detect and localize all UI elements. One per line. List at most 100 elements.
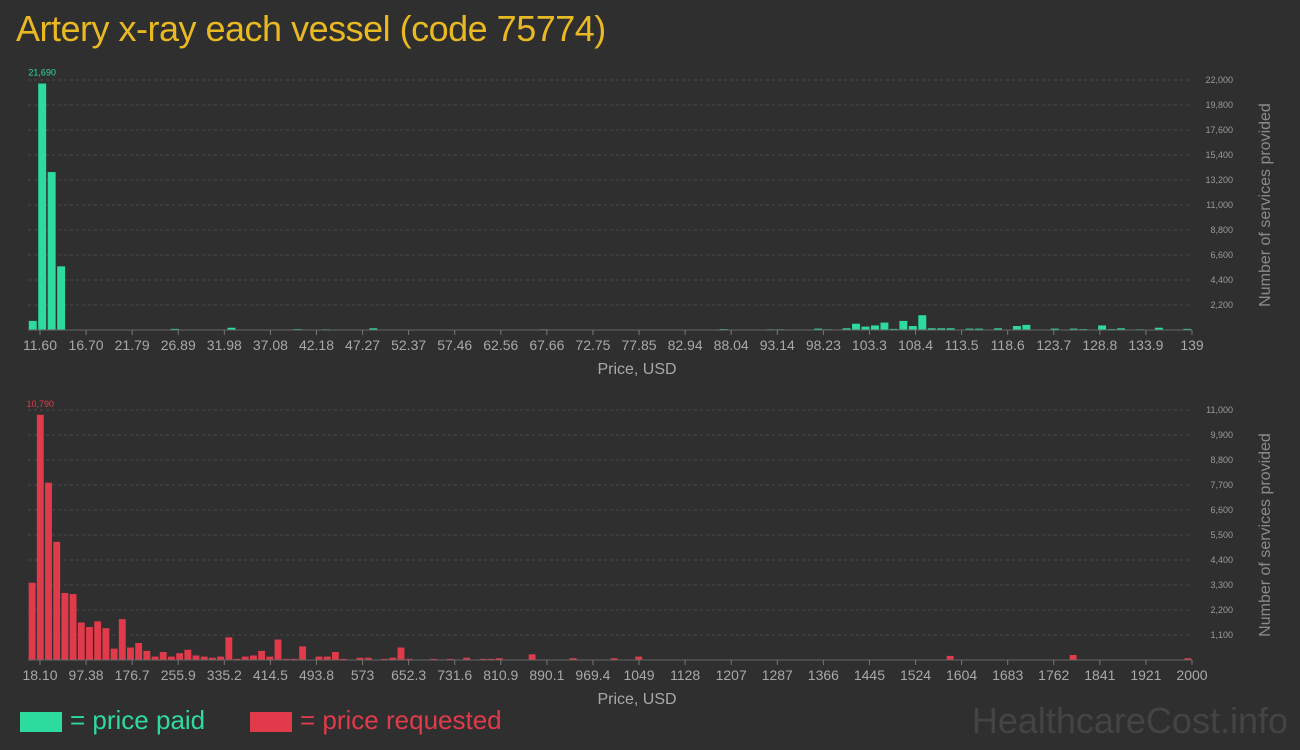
histogram-bar [364,657,372,660]
histogram-bar [184,649,192,660]
histogram-bar [110,648,118,660]
x-tick-label: 1524 [900,667,931,683]
x-tick-label: 1049 [623,667,654,683]
x-tick-label: 1762 [1038,667,1069,683]
histogram-bar [86,627,93,660]
histogram-bar [151,656,159,660]
x-tick-label: 133.9 [1128,337,1163,353]
x-tick-label: 731.6 [437,667,472,683]
histogram-bar [176,653,184,660]
histogram-bar [192,655,200,660]
histogram-bar [77,622,85,660]
x-tick-label: 47.27 [345,337,380,353]
x-tick-label: 1683 [992,667,1023,683]
watermark: HealthcareCost.info [971,700,1288,741]
x-tick-label: 176.7 [115,667,150,683]
x-tick-label: 118.6 [991,337,1025,353]
legend-requested-label: = price requested [300,705,502,735]
histogram-bar [946,655,954,660]
x-tick-label: 1207 [716,667,747,683]
y-tick-label: 2,200 [1210,300,1233,310]
histogram-bar [69,594,77,660]
histogram-bar [814,328,823,330]
x-tick-label: 93.14 [760,337,795,353]
x-tick-label: 31.98 [207,337,242,353]
x-tick-label: 16.70 [69,337,104,353]
histogram-bar [871,325,879,330]
x-tick-label: 77.85 [622,337,657,353]
y-tick-label: 8,800 [1210,455,1233,465]
histogram-bar [369,328,378,330]
histogram-bar [356,657,364,660]
y-tick-label: 19,800 [1205,100,1233,110]
histogram-bar [94,621,102,660]
x-tick-label: 82.94 [668,337,703,353]
x-tick-label: 62.56 [483,337,518,353]
histogram-bar [430,658,438,660]
y-tick-label: 3,300 [1210,580,1233,590]
histogram-bar [994,328,1002,330]
price-paid-histogram: 2,200 4,400 6,600 8,800 11,000 13,200 15,400 17… [23,68,1274,378]
price-requested-histogram: 1,100 2,200 3,300 4,400 5,500 6,600 7,700 8,800… [22,399,1274,708]
histogram-bar [1183,328,1192,330]
x-tick-label: 1841 [1084,667,1115,683]
histogram-bar [397,647,405,660]
histogram-bar [937,328,946,330]
histogram-bar [53,541,61,660]
x-tick-label: 1366 [808,667,839,683]
x-tick-label: 57.46 [437,337,472,353]
histogram-bar [127,647,134,660]
x-tick-label: 11.60 [23,337,57,353]
histogram-bar [36,414,44,660]
histogram-bar [299,646,307,660]
x-tick-label: 1445 [854,667,885,683]
histogram-bar [918,315,927,330]
histogram-bar [405,658,413,660]
y-tick-label: 5,500 [1210,530,1233,540]
histogram-bar [168,656,175,660]
histogram-bar [266,656,274,660]
histogram-bar [233,658,241,660]
x-tick-label: 128.8 [1082,337,1117,353]
histogram-bar [135,642,143,660]
x-tick-label: 890.1 [529,667,564,683]
histogram-bar [323,656,331,660]
x-tick-label: 21.79 [115,337,150,353]
legend-paid-label: = price paid [70,705,206,735]
y-tick-label: 6,600 [1210,250,1233,260]
x-tick-label: 255.9 [161,667,196,683]
x-tick-label: 123.7 [1036,337,1071,353]
x-tick-label: 88.04 [714,337,749,353]
histogram-bar [1184,658,1192,660]
histogram-bar [143,650,151,660]
histogram-bar [47,172,56,330]
histogram-bar [159,652,167,660]
x-tick-label: 52.37 [391,337,426,353]
x-tick-label: 414.5 [253,667,288,683]
histogram-bar [217,656,225,660]
histogram-bar [225,637,233,660]
histogram-bar [908,326,917,330]
histogram-bar [102,628,110,660]
histogram-bar [463,657,470,660]
y-tick-label: 11,000 [1206,405,1233,415]
histogram-bar [331,652,339,660]
histogram-bar [227,327,236,330]
x-tick-label: 18.10 [22,667,57,683]
y-tick-label: 1,100 [1210,630,1233,640]
y-tick-label: 9,900 [1210,430,1233,440]
histogram-bar [528,654,536,660]
histogram-bar [45,482,52,660]
x-tick-label: 103.3 [852,337,887,353]
peak-value-label: 21,690 [28,68,56,78]
y-tick-label: 4,400 [1210,555,1233,565]
histogram-bar [946,328,955,330]
x-tick-label: 26.89 [161,337,196,353]
x-tick-label: 1604 [946,667,977,683]
histogram-bar [1117,328,1125,330]
x-tick-label: 98.23 [806,337,841,353]
histogram-bar [208,657,216,660]
histogram-bar [200,656,208,660]
histogram-bar [975,328,984,330]
y-axis-label: Number of services provided [1257,103,1274,307]
